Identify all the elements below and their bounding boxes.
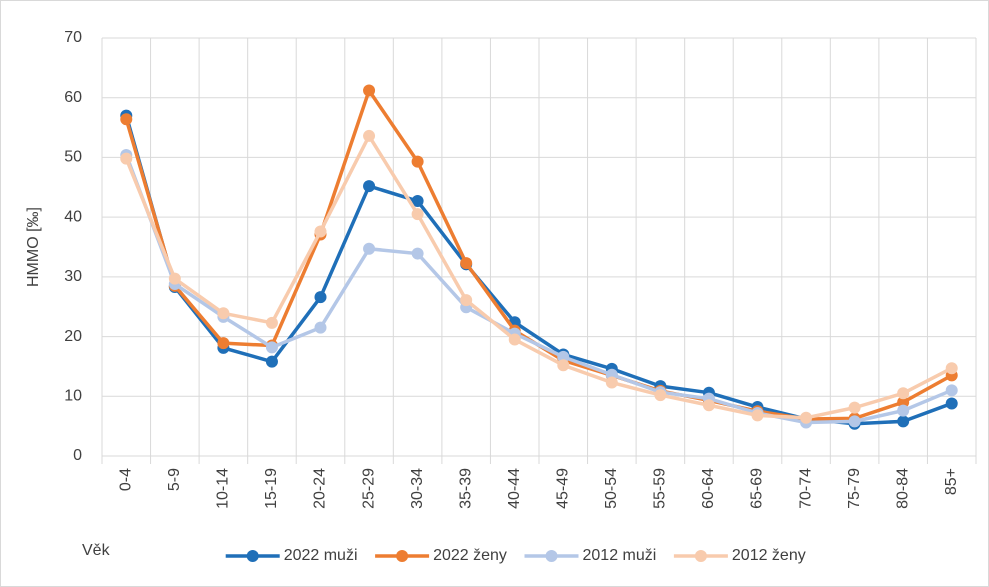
data-point [945, 397, 958, 410]
data-point [363, 180, 376, 193]
data-point [314, 225, 327, 238]
x-axis-label: Věk [82, 542, 111, 559]
x-tick-label: 5-9 [166, 468, 183, 491]
series-line [124, 134, 953, 420]
data-point [217, 307, 230, 320]
data-point [945, 384, 958, 397]
y-tick-label: 60 [64, 89, 82, 106]
x-tick-label: 45-49 [554, 468, 571, 509]
x-tick-label: 30-34 [409, 468, 426, 509]
data-point [848, 415, 861, 428]
data-point [605, 376, 618, 389]
data-point [411, 208, 424, 221]
data-point [897, 404, 910, 417]
data-point [411, 195, 424, 208]
x-tick-label: 40-44 [506, 468, 523, 509]
data-point [897, 396, 910, 409]
data-point [460, 257, 473, 270]
data-point [314, 291, 327, 304]
x-tick-label: 50-54 [603, 468, 620, 509]
x-tick-label: 55-59 [652, 468, 669, 509]
y-tick-label: 30 [64, 268, 82, 285]
y-tick-label: 20 [64, 328, 82, 345]
x-tick-label: 35-39 [457, 468, 474, 509]
legend-marker [545, 550, 558, 562]
data-point [217, 337, 230, 350]
data-point [897, 387, 910, 400]
data-point [800, 411, 813, 424]
legend-label: 2022 ženy [433, 547, 507, 564]
data-point [120, 152, 133, 165]
data-point [654, 389, 667, 402]
y-tick-label: 50 [64, 149, 82, 166]
data-point [848, 401, 861, 414]
x-tick-label: 20-24 [312, 468, 329, 509]
data-point [897, 415, 910, 428]
y-axis-label: HMMO [‰] [25, 207, 42, 287]
x-tick-label: 25-29 [360, 468, 377, 509]
x-tick-label: 75-79 [846, 468, 863, 509]
series-line [124, 154, 953, 425]
data-point [702, 399, 715, 412]
data-point [411, 247, 424, 260]
data-point [411, 155, 424, 168]
x-tick-label: 0-4 [117, 468, 134, 491]
x-tick-label: 10-14 [215, 468, 232, 509]
y-tick-label: 70 [64, 29, 82, 46]
data-point [557, 350, 570, 363]
data-point [363, 129, 376, 142]
x-tick-label: 60-64 [700, 468, 717, 509]
data-point [557, 359, 570, 372]
y-tick-label: 40 [64, 208, 82, 225]
x-tick-label: 15-19 [263, 468, 280, 509]
legend-marker [246, 550, 259, 562]
data-point [265, 341, 278, 354]
data-point [460, 294, 473, 307]
data-point [945, 362, 958, 375]
data-point [363, 242, 376, 255]
legend-marker [694, 550, 707, 562]
data-point [168, 272, 181, 285]
legend-label: 2012 muži [583, 547, 657, 564]
data-point [314, 321, 327, 334]
legend-label: 2012 ženy [732, 547, 806, 564]
legend-label: 2022 muži [284, 547, 358, 564]
x-tick-label: 85+ [943, 468, 960, 495]
y-tick-label: 0 [73, 447, 82, 464]
x-tick-label: 70-74 [797, 468, 814, 509]
data-point [363, 84, 376, 97]
legend-marker [396, 550, 409, 562]
data-point [120, 113, 133, 126]
data-point [265, 316, 278, 329]
y-tick-label: 10 [64, 388, 82, 405]
series [120, 129, 958, 424]
x-tick-label: 80-84 [894, 468, 911, 509]
x-tick-label: 65-69 [749, 468, 766, 509]
data-point [508, 333, 521, 346]
data-point [265, 355, 278, 368]
data-point [751, 409, 764, 422]
